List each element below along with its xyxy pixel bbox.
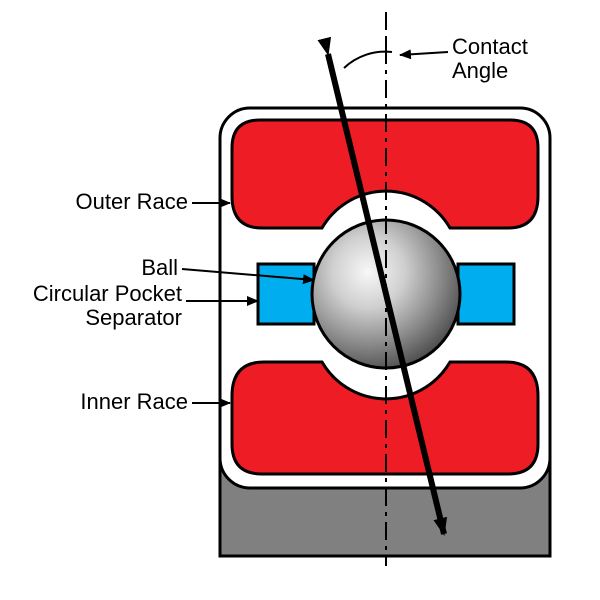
- separator-right: [458, 264, 514, 324]
- label-contact-angle: Contact Angle: [452, 35, 528, 83]
- label-inner-race: Inner Race: [80, 390, 188, 414]
- label-ball: Ball: [141, 256, 178, 280]
- angle-arc: [344, 52, 392, 68]
- label-separator: Circular Pocket Separator: [33, 282, 182, 330]
- arrow-contact-angle: [400, 52, 448, 55]
- separator-left: [258, 264, 314, 324]
- label-outer-race: Outer Race: [76, 190, 189, 214]
